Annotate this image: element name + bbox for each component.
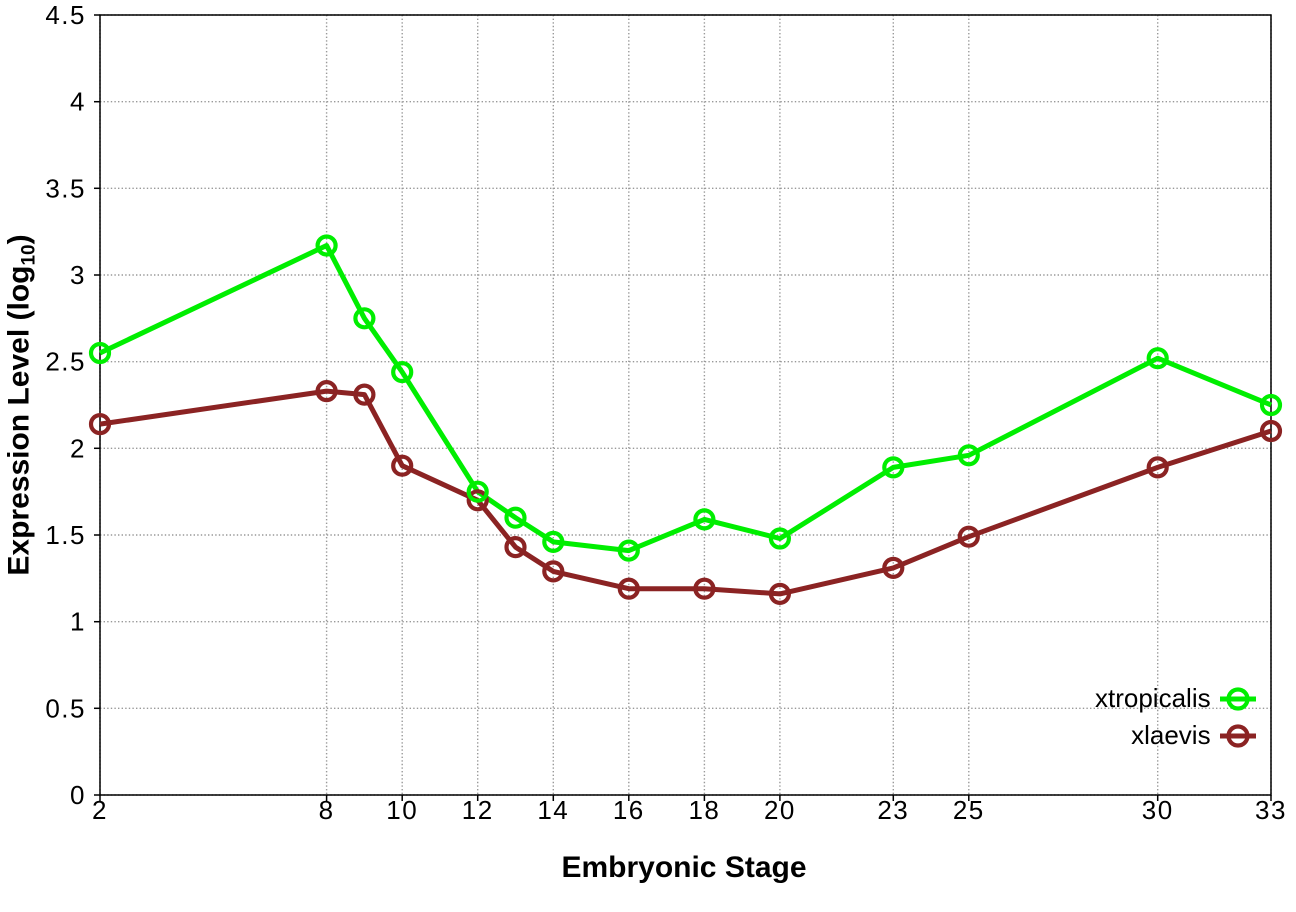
svg-text:1.5: 1.5 <box>45 520 86 550</box>
svg-text:4: 4 <box>70 87 86 117</box>
svg-text:2: 2 <box>92 795 108 825</box>
svg-text:3.5: 3.5 <box>45 173 86 203</box>
svg-text:18: 18 <box>688 795 720 825</box>
svg-text:30: 30 <box>1142 795 1174 825</box>
svg-text:33: 33 <box>1255 795 1287 825</box>
svg-text:20: 20 <box>764 795 796 825</box>
svg-text:4.5: 4.5 <box>45 0 86 30</box>
svg-text:8: 8 <box>319 795 335 825</box>
svg-text:2.5: 2.5 <box>45 347 86 377</box>
svg-text:2: 2 <box>70 433 86 463</box>
svg-text:0: 0 <box>70 780 86 810</box>
svg-text:0.5: 0.5 <box>45 693 86 723</box>
svg-text:1: 1 <box>70 607 86 637</box>
svg-text:12: 12 <box>462 795 494 825</box>
svg-text:3: 3 <box>70 260 86 290</box>
svg-text:14: 14 <box>537 795 569 825</box>
svg-text:16: 16 <box>613 795 645 825</box>
svg-text:23: 23 <box>877 795 909 825</box>
svg-text:25: 25 <box>953 795 985 825</box>
svg-text:10: 10 <box>386 795 418 825</box>
